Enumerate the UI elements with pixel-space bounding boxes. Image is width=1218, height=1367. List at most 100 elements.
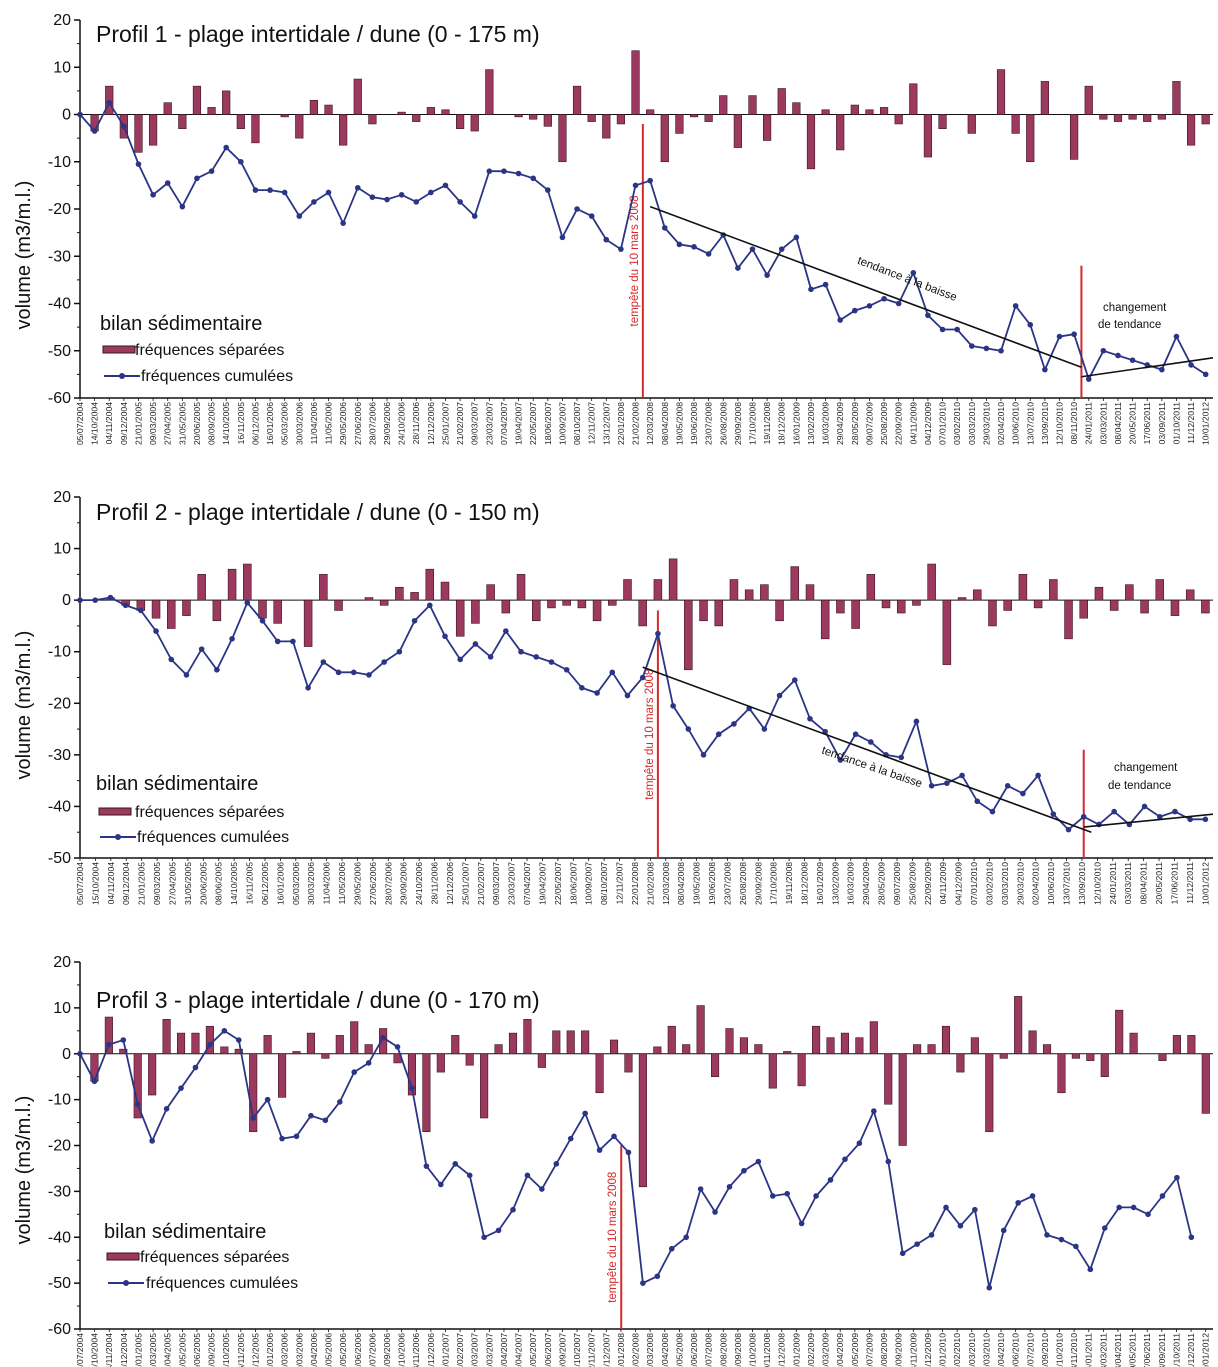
- bar: [790, 566, 800, 601]
- cumulative-point: [481, 1234, 487, 1241]
- bar: [806, 114, 816, 170]
- x-tick-label: 03/03/2011: [1123, 862, 1133, 905]
- bar: [653, 1046, 662, 1055]
- cumulative-point: [726, 1183, 733, 1190]
- bar: [1064, 599, 1073, 640]
- bar: [646, 109, 655, 115]
- cumulative-point: [354, 184, 361, 191]
- storm-label: tempête du 10 mars 2008: [607, 1172, 619, 1303]
- legend-bar-label: fréquences séparées: [140, 1249, 289, 1266]
- cumulative-point: [308, 1112, 314, 1119]
- bar: [956, 1053, 965, 1073]
- bar: [616, 114, 626, 125]
- x-tick-label: 18/12/2008: [800, 862, 810, 905]
- line-series: [77, 594, 1209, 833]
- x-tick-label: 14/10/2005: [221, 402, 231, 445]
- bar: [812, 1025, 821, 1055]
- legend-line-label: fréquences cumulées: [141, 368, 293, 385]
- x-tick-label: 07/04/2007: [522, 862, 532, 905]
- cumulative-point: [609, 669, 616, 676]
- cumulative-point: [807, 715, 813, 722]
- cumulative-point: [1111, 808, 1117, 815]
- bar: [912, 599, 921, 606]
- cumulative-point: [618, 246, 624, 252]
- x-tick-label: 10/06/2010: [1011, 1333, 1021, 1367]
- x-tick-label: 06/12/2005: [260, 862, 270, 905]
- cumulative-point: [697, 1186, 704, 1192]
- cumulative-point: [852, 307, 858, 314]
- cumulative-point: [457, 199, 463, 205]
- x-tick-label: 03/02/2010: [952, 1333, 962, 1367]
- cumulative-point: [715, 731, 722, 738]
- bar: [797, 1053, 806, 1087]
- bar: [667, 1025, 676, 1055]
- bar: [896, 599, 906, 614]
- x-tick-label: 10/01/2012: [1201, 1333, 1211, 1367]
- x-tick-label: 17/06/2011: [1142, 1333, 1152, 1367]
- bar: [558, 114, 567, 163]
- x-tick-label: 13/02/2009: [806, 402, 816, 445]
- cumulative-point: [320, 659, 327, 665]
- cumulative-point: [106, 99, 113, 106]
- x-tick-label: 13/07/2010: [1025, 1333, 1035, 1367]
- cumulative-point: [778, 246, 785, 252]
- x-tick-label: 22/05/2007: [528, 402, 538, 445]
- cumulative-point: [791, 677, 798, 683]
- x-tick-label: 18/06/2007: [568, 862, 578, 905]
- legend-bar-swatch: [102, 345, 136, 354]
- y-tick-label: -20: [48, 1138, 71, 1155]
- cumulative-point: [235, 1037, 242, 1043]
- x-tick-label: 13/09/2010: [1077, 862, 1087, 905]
- x-tick-label: 27/06/2006: [353, 1333, 363, 1367]
- cumulative-point: [350, 669, 357, 676]
- cumulative-point: [322, 1117, 329, 1124]
- cumulative-point: [1145, 1211, 1151, 1218]
- bar: [251, 114, 260, 144]
- trend-line: [1081, 357, 1214, 378]
- x-tick-label: 19/04/2007: [537, 862, 547, 905]
- bar: [425, 568, 435, 601]
- x-tick-label: 28/11/2006: [411, 402, 421, 445]
- x-tick-label: 29/09/2006: [399, 862, 409, 905]
- trend-line: [1083, 813, 1214, 828]
- bar: [456, 114, 465, 129]
- cumulative-point: [153, 628, 159, 634]
- cumulative-point: [866, 303, 873, 309]
- bar: [236, 114, 245, 129]
- cumulative-point: [530, 175, 536, 182]
- legend-line-marker: [123, 1280, 129, 1286]
- cumulative-point: [325, 189, 332, 196]
- x-tick-label: 11/12/2011: [1185, 862, 1195, 904]
- x-tick-label: 14/10/2005: [229, 862, 239, 905]
- cumulative-point: [122, 602, 129, 609]
- x-tick-label: 27/04/2005: [163, 1333, 173, 1367]
- y-tick-label: 20: [53, 489, 71, 506]
- cumulative-point: [293, 1133, 300, 1140]
- cumulative-point: [647, 177, 653, 184]
- bar: [1040, 81, 1049, 115]
- bar: [1129, 1032, 1138, 1055]
- cumulative-point: [178, 1085, 184, 1091]
- x-tick-label: 24/01/2011: [1108, 862, 1118, 905]
- bar: [840, 1032, 850, 1055]
- bar-series: [106, 558, 1210, 671]
- x-tick-label: 29/04/2009: [835, 1333, 845, 1367]
- cumulative-point: [305, 685, 311, 691]
- bar: [295, 114, 304, 139]
- bar: [760, 584, 769, 601]
- x-tick-label: 16/03/2009: [846, 862, 856, 905]
- cumulative-point: [290, 638, 296, 645]
- x-tick-label: 13/12/2007: [601, 402, 611, 445]
- bar: [480, 1053, 489, 1119]
- x-tick-label: 19/11/2008: [762, 402, 772, 445]
- x-tick-label: 29/04/2009: [835, 402, 845, 445]
- cumulative-point: [1174, 1174, 1180, 1181]
- axes: 20 10 0 -10 -20 -30 -40 -50 -60 05/07/2004 14/10/2…: [48, 12, 1213, 445]
- bar: [1140, 599, 1149, 614]
- bar: [689, 114, 699, 118]
- x-tick-label: 17/10/2008: [747, 402, 757, 445]
- x-tick-label: 29/09/2008: [733, 402, 743, 445]
- x-tick-label: 19/04/2007: [514, 1333, 524, 1367]
- x-tick-label: 09/07/2009: [864, 1333, 874, 1367]
- cumulative-point: [895, 300, 902, 307]
